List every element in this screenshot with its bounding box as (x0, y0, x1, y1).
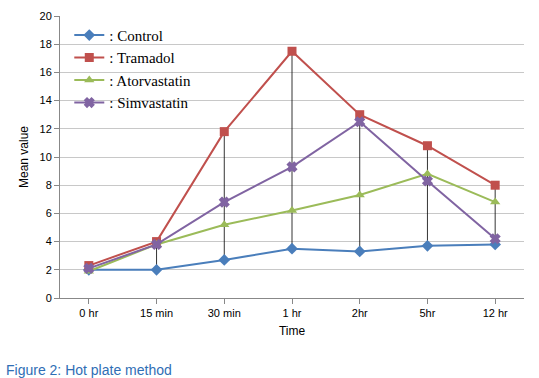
svg-text:0 hr: 0 hr (79, 307, 98, 319)
svg-text:: Control: : Control (109, 28, 163, 44)
svg-text:: Simvastatin: : Simvastatin (109, 95, 188, 111)
svg-text:4: 4 (46, 235, 52, 247)
svg-text:12: 12 (40, 123, 52, 135)
svg-text:12 hr: 12 hr (483, 307, 508, 319)
svg-text:20: 20 (40, 10, 52, 22)
svg-text:: Tramadol: : Tramadol (109, 50, 174, 66)
svg-text:Time: Time (279, 324, 306, 338)
svg-text:6: 6 (46, 207, 52, 219)
svg-text:2: 2 (46, 264, 52, 276)
svg-text:10: 10 (40, 151, 52, 163)
svg-text:18: 18 (40, 38, 52, 50)
svg-text:1 hr: 1 hr (283, 307, 302, 319)
svg-text:15 min: 15 min (140, 307, 173, 319)
svg-text:8: 8 (46, 179, 52, 191)
svg-text:16: 16 (40, 66, 52, 78)
svg-text:Mean value: Mean value (17, 126, 31, 188)
svg-text:Figure 2: Hot plate method: Figure 2: Hot plate method (6, 362, 172, 378)
svg-text:0: 0 (46, 292, 52, 304)
svg-text:30 min: 30 min (208, 307, 241, 319)
svg-text:5hr: 5hr (419, 307, 435, 319)
svg-text:2hr: 2hr (352, 307, 368, 319)
svg-text:14: 14 (40, 94, 52, 106)
svg-text:: Atorvastatin: : Atorvastatin (109, 73, 191, 89)
